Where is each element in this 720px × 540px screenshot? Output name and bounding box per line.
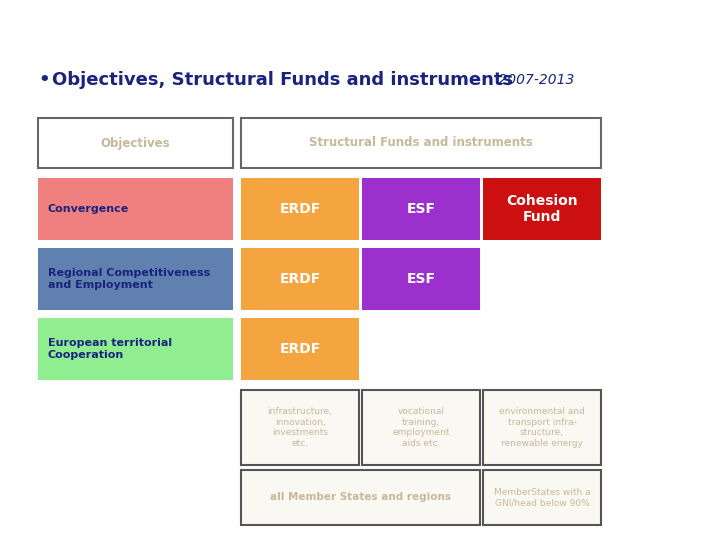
Text: Convergence: Convergence <box>48 204 130 214</box>
FancyBboxPatch shape <box>38 178 233 240</box>
FancyBboxPatch shape <box>362 248 480 310</box>
FancyBboxPatch shape <box>241 470 480 525</box>
FancyBboxPatch shape <box>241 118 601 168</box>
Text: all Member States and regions: all Member States and regions <box>270 492 451 503</box>
Text: European territorial
Cooperation: European territorial Cooperation <box>48 338 172 360</box>
Text: ERDF: ERDF <box>279 272 320 286</box>
Text: Objectives: Objectives <box>101 137 171 150</box>
FancyBboxPatch shape <box>241 390 359 465</box>
Text: Cohesion
Fund: Cohesion Fund <box>506 194 578 224</box>
FancyBboxPatch shape <box>38 318 233 380</box>
Text: Objectives, Structural Funds and instruments: Objectives, Structural Funds and instrum… <box>52 71 513 89</box>
FancyBboxPatch shape <box>362 178 480 240</box>
Text: ESF: ESF <box>407 272 436 286</box>
FancyBboxPatch shape <box>241 248 359 310</box>
FancyBboxPatch shape <box>483 470 601 525</box>
FancyBboxPatch shape <box>483 178 601 240</box>
Text: ERDF: ERDF <box>279 202 320 216</box>
Text: infrastructure,
innovation,
investments
etc.: infrastructure, innovation, investments … <box>268 407 333 448</box>
Text: •: • <box>38 71 50 89</box>
FancyBboxPatch shape <box>38 248 233 310</box>
FancyBboxPatch shape <box>362 390 480 465</box>
Text: environmental and
transport infra-
structure,
renewable energy: environmental and transport infra- struc… <box>499 407 585 448</box>
Text: MemberStates with a
GNI/head below 90%: MemberStates with a GNI/head below 90% <box>494 488 590 507</box>
FancyBboxPatch shape <box>241 318 359 380</box>
FancyBboxPatch shape <box>38 118 233 168</box>
Text: ERDF: ERDF <box>279 342 320 356</box>
Text: Structural Funds and instruments: Structural Funds and instruments <box>309 137 533 150</box>
Text: ESF: ESF <box>407 202 436 216</box>
FancyBboxPatch shape <box>483 390 601 465</box>
Text: Regional Competitiveness
and Employment: Regional Competitiveness and Employment <box>48 268 210 290</box>
Text: 2007-2013: 2007-2013 <box>494 73 575 87</box>
Text: vocational
training,
employment
aids etc.: vocational training, employment aids etc… <box>392 407 450 448</box>
FancyBboxPatch shape <box>241 178 359 240</box>
